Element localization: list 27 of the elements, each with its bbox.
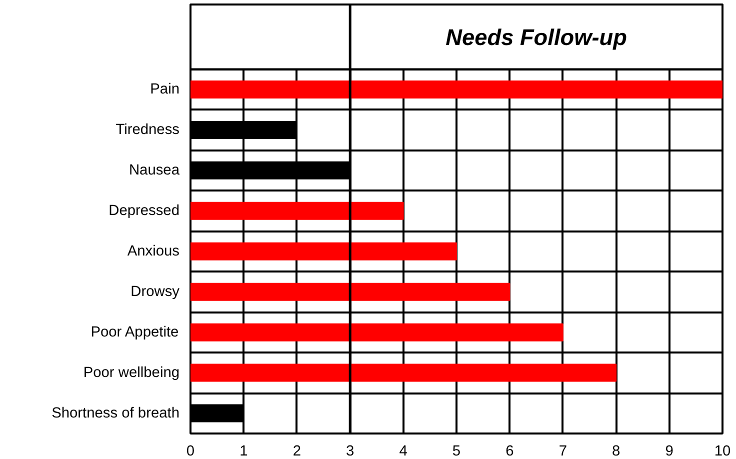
y-tick-label: Pain	[150, 81, 180, 98]
y-tick-label: Tiredness	[116, 122, 180, 138]
y-tick-label: Drowsy	[130, 284, 180, 300]
y-tick-label: Anxious	[127, 243, 180, 260]
x-tick-label: 4	[399, 444, 408, 459]
x-tick-label: 7	[558, 444, 567, 459]
y-tick-label: Shortness of breath	[52, 405, 180, 422]
x-tick-label: 6	[506, 444, 514, 459]
x-tick-label: 1	[240, 444, 248, 459]
bar	[190, 364, 617, 382]
x-tick-label: 8	[612, 444, 620, 459]
x-tick-label: 3	[346, 444, 354, 459]
x-tick-label: 0	[186, 444, 195, 459]
bar	[190, 80, 722, 98]
bar	[190, 323, 564, 342]
x-tick-label: 10	[714, 444, 731, 459]
bar	[190, 202, 404, 220]
y-tick-label: Depressed	[108, 202, 180, 219]
y-tick-label: Poor wellbeing	[83, 364, 180, 381]
x-tick-label: 9	[665, 444, 674, 459]
y-tick-label: Nausea	[128, 162, 180, 178]
x-tick-label: 2	[292, 444, 301, 459]
bar	[190, 242, 457, 260]
x-tick-label: 5	[452, 444, 461, 459]
bar	[190, 282, 510, 301]
text: Needs Follow-up	[446, 24, 628, 50]
y-tick-label: Poor Appetite	[90, 324, 179, 340]
